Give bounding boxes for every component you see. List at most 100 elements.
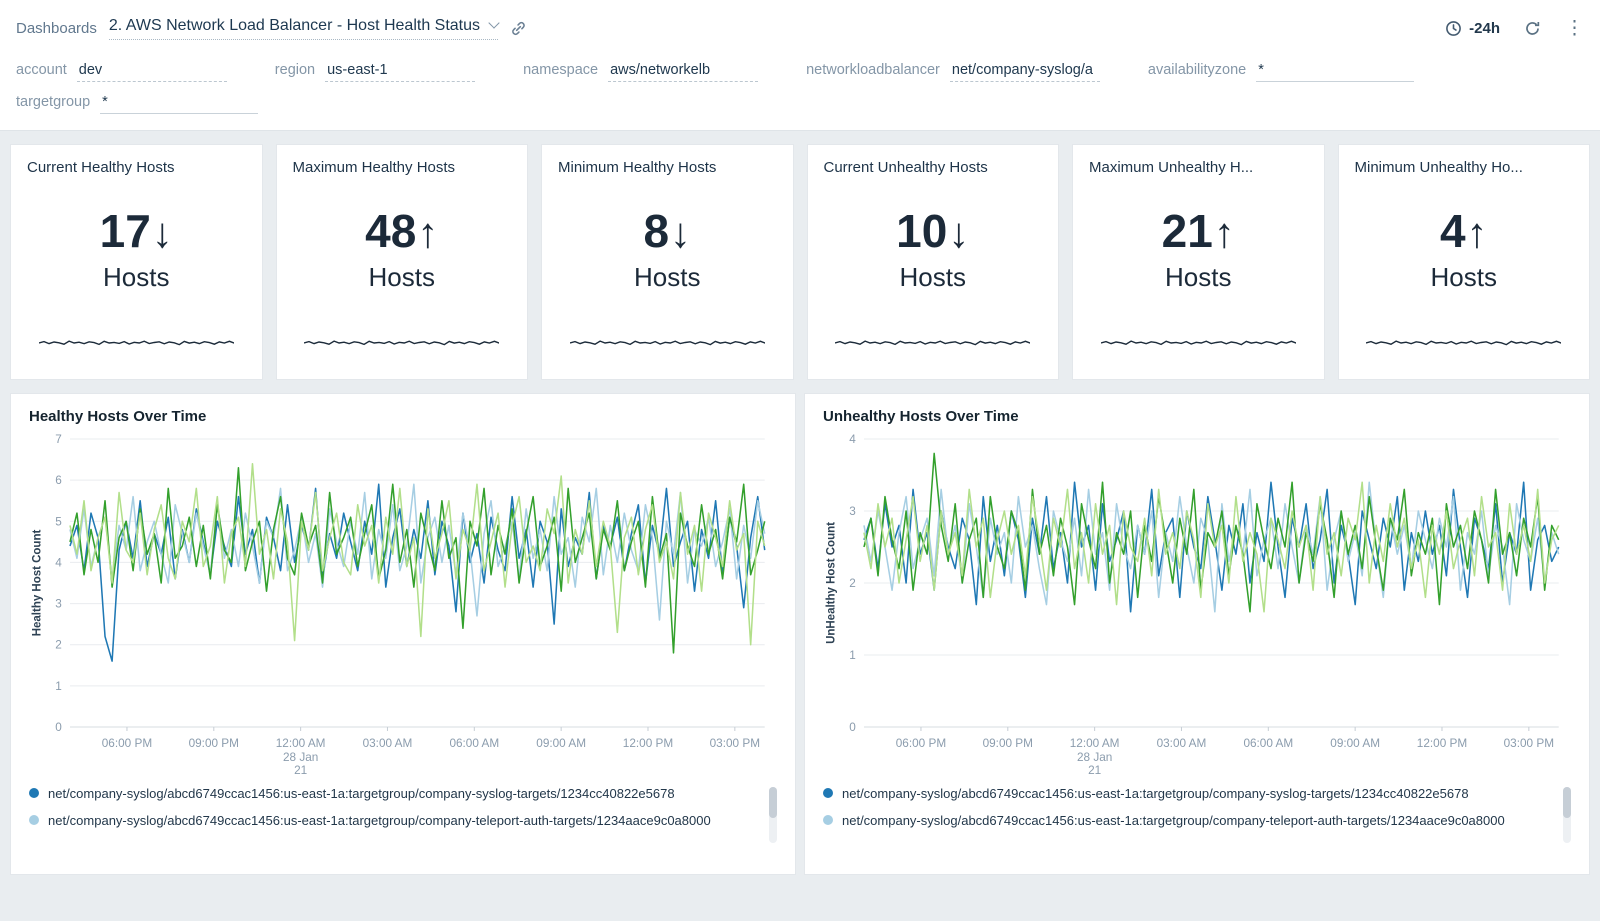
svg-text:21: 21 bbox=[294, 764, 307, 777]
stat-panel-current-healthy[interactable]: Current Healthy Hosts 17↓ Hosts bbox=[10, 144, 263, 380]
stat-panel-max-unhealthy[interactable]: Maximum Unhealthy H... 21↑ Hosts bbox=[1072, 144, 1325, 380]
stat-value: 8↓ bbox=[643, 205, 691, 257]
svg-text:Healthy Host Count: Healthy Host Count bbox=[30, 530, 43, 637]
stat-value: 4↑ bbox=[1440, 205, 1488, 257]
svg-text:09:00 PM: 09:00 PM bbox=[983, 737, 1033, 750]
filter-value-input[interactable]: * bbox=[100, 94, 258, 114]
trend-down-icon: ↓ bbox=[152, 209, 173, 256]
legend-label: net/company-syslog/abcd6749ccac1456:us-e… bbox=[842, 785, 1469, 803]
filter-bar: account dev region us-east-1 namespace a… bbox=[16, 62, 1584, 114]
filter-account: account dev bbox=[16, 62, 227, 82]
filter-value-input[interactable]: net/company-syslog/a bbox=[950, 62, 1100, 82]
svg-text:2: 2 bbox=[55, 639, 62, 652]
title-bar: Dashboards 2. AWS Network Load Balancer … bbox=[16, 10, 1584, 46]
svg-text:09:00 AM: 09:00 AM bbox=[1330, 737, 1380, 750]
trend-down-icon: ↓ bbox=[948, 209, 969, 256]
stat-unit: Hosts bbox=[293, 262, 512, 293]
series-color-dot bbox=[29, 815, 39, 825]
svg-text:03:00 AM: 03:00 AM bbox=[1157, 737, 1207, 750]
stat-panel-row: Current Healthy Hosts 17↓ Hosts Maximum … bbox=[10, 144, 1590, 380]
stat-panel-min-unhealthy[interactable]: Minimum Unhealthy Ho... 4↑ Hosts bbox=[1338, 144, 1591, 380]
legend-label: net/company-syslog/abcd6749ccac1456:us-e… bbox=[842, 812, 1505, 830]
chevron-down-icon bbox=[488, 17, 499, 28]
svg-text:09:00 AM: 09:00 AM bbox=[536, 737, 586, 750]
chart-panel-healthy-hosts: Healthy Hosts Over Time 0123456706:00 PM… bbox=[10, 393, 796, 875]
filter-targetgroup: targetgroup * bbox=[16, 94, 258, 114]
legend-item[interactable]: net/company-syslog/abcd6749ccac1456:us-e… bbox=[29, 785, 759, 803]
svg-text:03:00 PM: 03:00 PM bbox=[710, 737, 760, 750]
filter-value-input[interactable]: aws/networkelb bbox=[608, 62, 758, 82]
dashboard-title-dropdown[interactable]: 2. AWS Network Load Balancer - Host Heal… bbox=[109, 17, 498, 40]
svg-text:03:00 PM: 03:00 PM bbox=[1504, 737, 1554, 750]
stat-value: 17↓ bbox=[100, 205, 173, 257]
filter-label: networkloadbalancer bbox=[806, 62, 940, 78]
stat-panel-min-healthy[interactable]: Minimum Healthy Hosts 8↓ Hosts bbox=[541, 144, 794, 380]
svg-text:4: 4 bbox=[849, 433, 856, 446]
refresh-icon[interactable] bbox=[1524, 20, 1541, 37]
time-range-button[interactable]: -24h bbox=[1445, 20, 1500, 37]
legend-scrollbar[interactable] bbox=[769, 787, 777, 843]
series-color-dot bbox=[823, 815, 833, 825]
legend-scrollbar[interactable] bbox=[1563, 787, 1571, 843]
svg-text:06:00 AM: 06:00 AM bbox=[449, 737, 499, 750]
page-title: 2. AWS Network Load Balancer - Host Heal… bbox=[109, 17, 480, 35]
svg-text:7: 7 bbox=[55, 433, 62, 446]
stat-unit: Hosts bbox=[1355, 262, 1574, 293]
legend: net/company-syslog/abcd6749ccac1456:us-e… bbox=[823, 785, 1571, 845]
svg-text:21: 21 bbox=[1088, 764, 1101, 777]
legend-label: net/company-syslog/abcd6749ccac1456:us-e… bbox=[48, 785, 675, 803]
healthy-hosts-line-chart[interactable]: 0123456706:00 PM09:00 PM12:00 AM28 Jan21… bbox=[29, 431, 777, 783]
chart-title: Healthy Hosts Over Time bbox=[29, 408, 777, 425]
svg-text:UnHealthy Host Count: UnHealthy Host Count bbox=[824, 522, 837, 644]
sparkline bbox=[1366, 335, 1561, 351]
sparkline bbox=[39, 335, 234, 351]
stat-title: Current Unhealthy Hosts bbox=[824, 159, 1043, 176]
filter-value-input[interactable]: dev bbox=[77, 62, 227, 82]
unhealthy-hosts-line-chart[interactable]: 0123406:00 PM09:00 PM12:00 AM28 Jan2103:… bbox=[823, 431, 1571, 783]
stat-title: Maximum Healthy Hosts bbox=[293, 159, 512, 176]
stat-unit: Hosts bbox=[27, 262, 246, 293]
filter-value-input[interactable]: us-east-1 bbox=[325, 62, 475, 82]
legend-item[interactable]: net/company-syslog/abcd6749ccac1456:us-e… bbox=[29, 812, 759, 830]
filter-region: region us-east-1 bbox=[275, 62, 475, 82]
svg-text:28 Jan: 28 Jan bbox=[1077, 751, 1112, 764]
time-range-label: -24h bbox=[1469, 20, 1500, 37]
kebab-menu-icon[interactable]: ⋮ bbox=[1565, 19, 1584, 38]
breadcrumb[interactable]: Dashboards bbox=[16, 20, 97, 37]
svg-text:12:00 PM: 12:00 PM bbox=[1417, 737, 1467, 750]
svg-text:4: 4 bbox=[55, 557, 62, 570]
trend-up-icon: ↑ bbox=[1467, 209, 1488, 256]
scrollbar-thumb[interactable] bbox=[1563, 787, 1571, 818]
filter-label: namespace bbox=[523, 62, 598, 78]
svg-text:1: 1 bbox=[849, 649, 856, 662]
link-icon[interactable] bbox=[510, 20, 527, 37]
stat-unit: Hosts bbox=[824, 262, 1043, 293]
trend-up-icon: ↑ bbox=[417, 209, 438, 256]
svg-text:03:00 AM: 03:00 AM bbox=[363, 737, 413, 750]
legend-item[interactable]: net/company-syslog/abcd6749ccac1456:us-e… bbox=[823, 785, 1553, 803]
chart-title: Unhealthy Hosts Over Time bbox=[823, 408, 1571, 425]
filter-value-input[interactable]: * bbox=[1256, 62, 1414, 82]
stat-title: Minimum Unhealthy Ho... bbox=[1355, 159, 1574, 176]
svg-text:28 Jan: 28 Jan bbox=[283, 751, 318, 764]
trend-down-icon: ↓ bbox=[670, 209, 691, 256]
svg-text:2: 2 bbox=[849, 577, 856, 590]
scrollbar-thumb[interactable] bbox=[769, 787, 777, 818]
stat-unit: Hosts bbox=[558, 262, 777, 293]
stat-title: Current Healthy Hosts bbox=[27, 159, 246, 176]
filter-networkloadbalancer: networkloadbalancer net/company-syslog/a bbox=[806, 62, 1100, 82]
svg-text:0: 0 bbox=[55, 721, 62, 734]
legend-item[interactable]: net/company-syslog/abcd6749ccac1456:us-e… bbox=[823, 812, 1553, 830]
stat-panel-current-unhealthy[interactable]: Current Unhealthy Hosts 10↓ Hosts bbox=[807, 144, 1060, 380]
stat-panel-max-healthy[interactable]: Maximum Healthy Hosts 48↑ Hosts bbox=[276, 144, 529, 380]
stat-value: 10↓ bbox=[896, 205, 969, 257]
filter-label: targetgroup bbox=[16, 94, 90, 110]
stat-unit: Hosts bbox=[1089, 262, 1308, 293]
svg-text:06:00 PM: 06:00 PM bbox=[896, 737, 946, 750]
series-color-dot bbox=[29, 788, 39, 798]
stat-title: Minimum Healthy Hosts bbox=[558, 159, 777, 176]
trend-up-icon: ↑ bbox=[1214, 209, 1235, 256]
svg-text:1: 1 bbox=[55, 680, 62, 693]
svg-text:12:00 AM: 12:00 AM bbox=[1070, 737, 1120, 750]
filter-namespace: namespace aws/networkelb bbox=[523, 62, 758, 82]
